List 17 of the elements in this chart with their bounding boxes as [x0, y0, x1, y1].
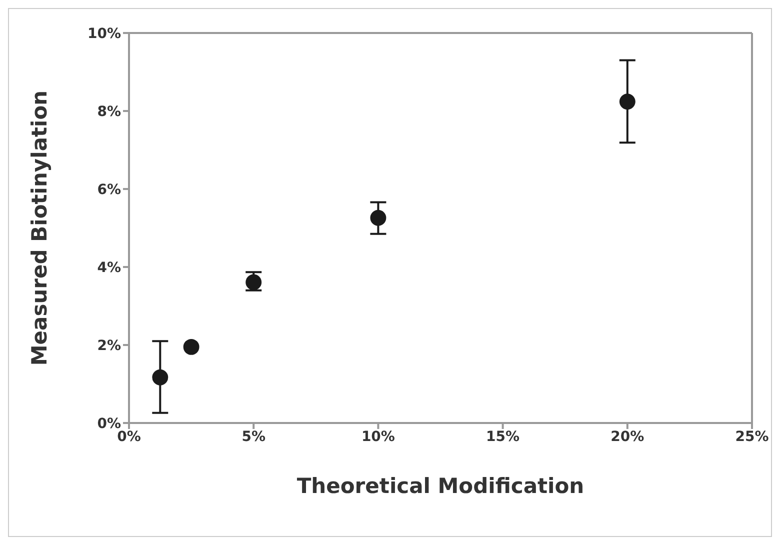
point — [619, 94, 636, 110]
y-tick-label: 8% — [97, 104, 121, 120]
x-tick-label: 20% — [610, 428, 644, 445]
x-tick-label: 10% — [361, 428, 395, 445]
y-axis-title: Measured Biotinylation — [27, 90, 52, 366]
y-tick-label: 10% — [87, 26, 121, 42]
x-tick-label: 25% — [735, 428, 769, 445]
y-tick-label: 2% — [97, 338, 121, 354]
point — [246, 274, 262, 290]
y-tick-label: 4% — [97, 260, 121, 276]
point — [370, 210, 386, 226]
x-tick-label: 15% — [486, 428, 520, 445]
point — [152, 369, 168, 386]
x-axis-title: Theoretical Modification — [296, 474, 584, 498]
point — [183, 338, 200, 355]
x-tick-label: 5% — [242, 428, 266, 445]
y-tick-label: 6% — [97, 182, 121, 198]
